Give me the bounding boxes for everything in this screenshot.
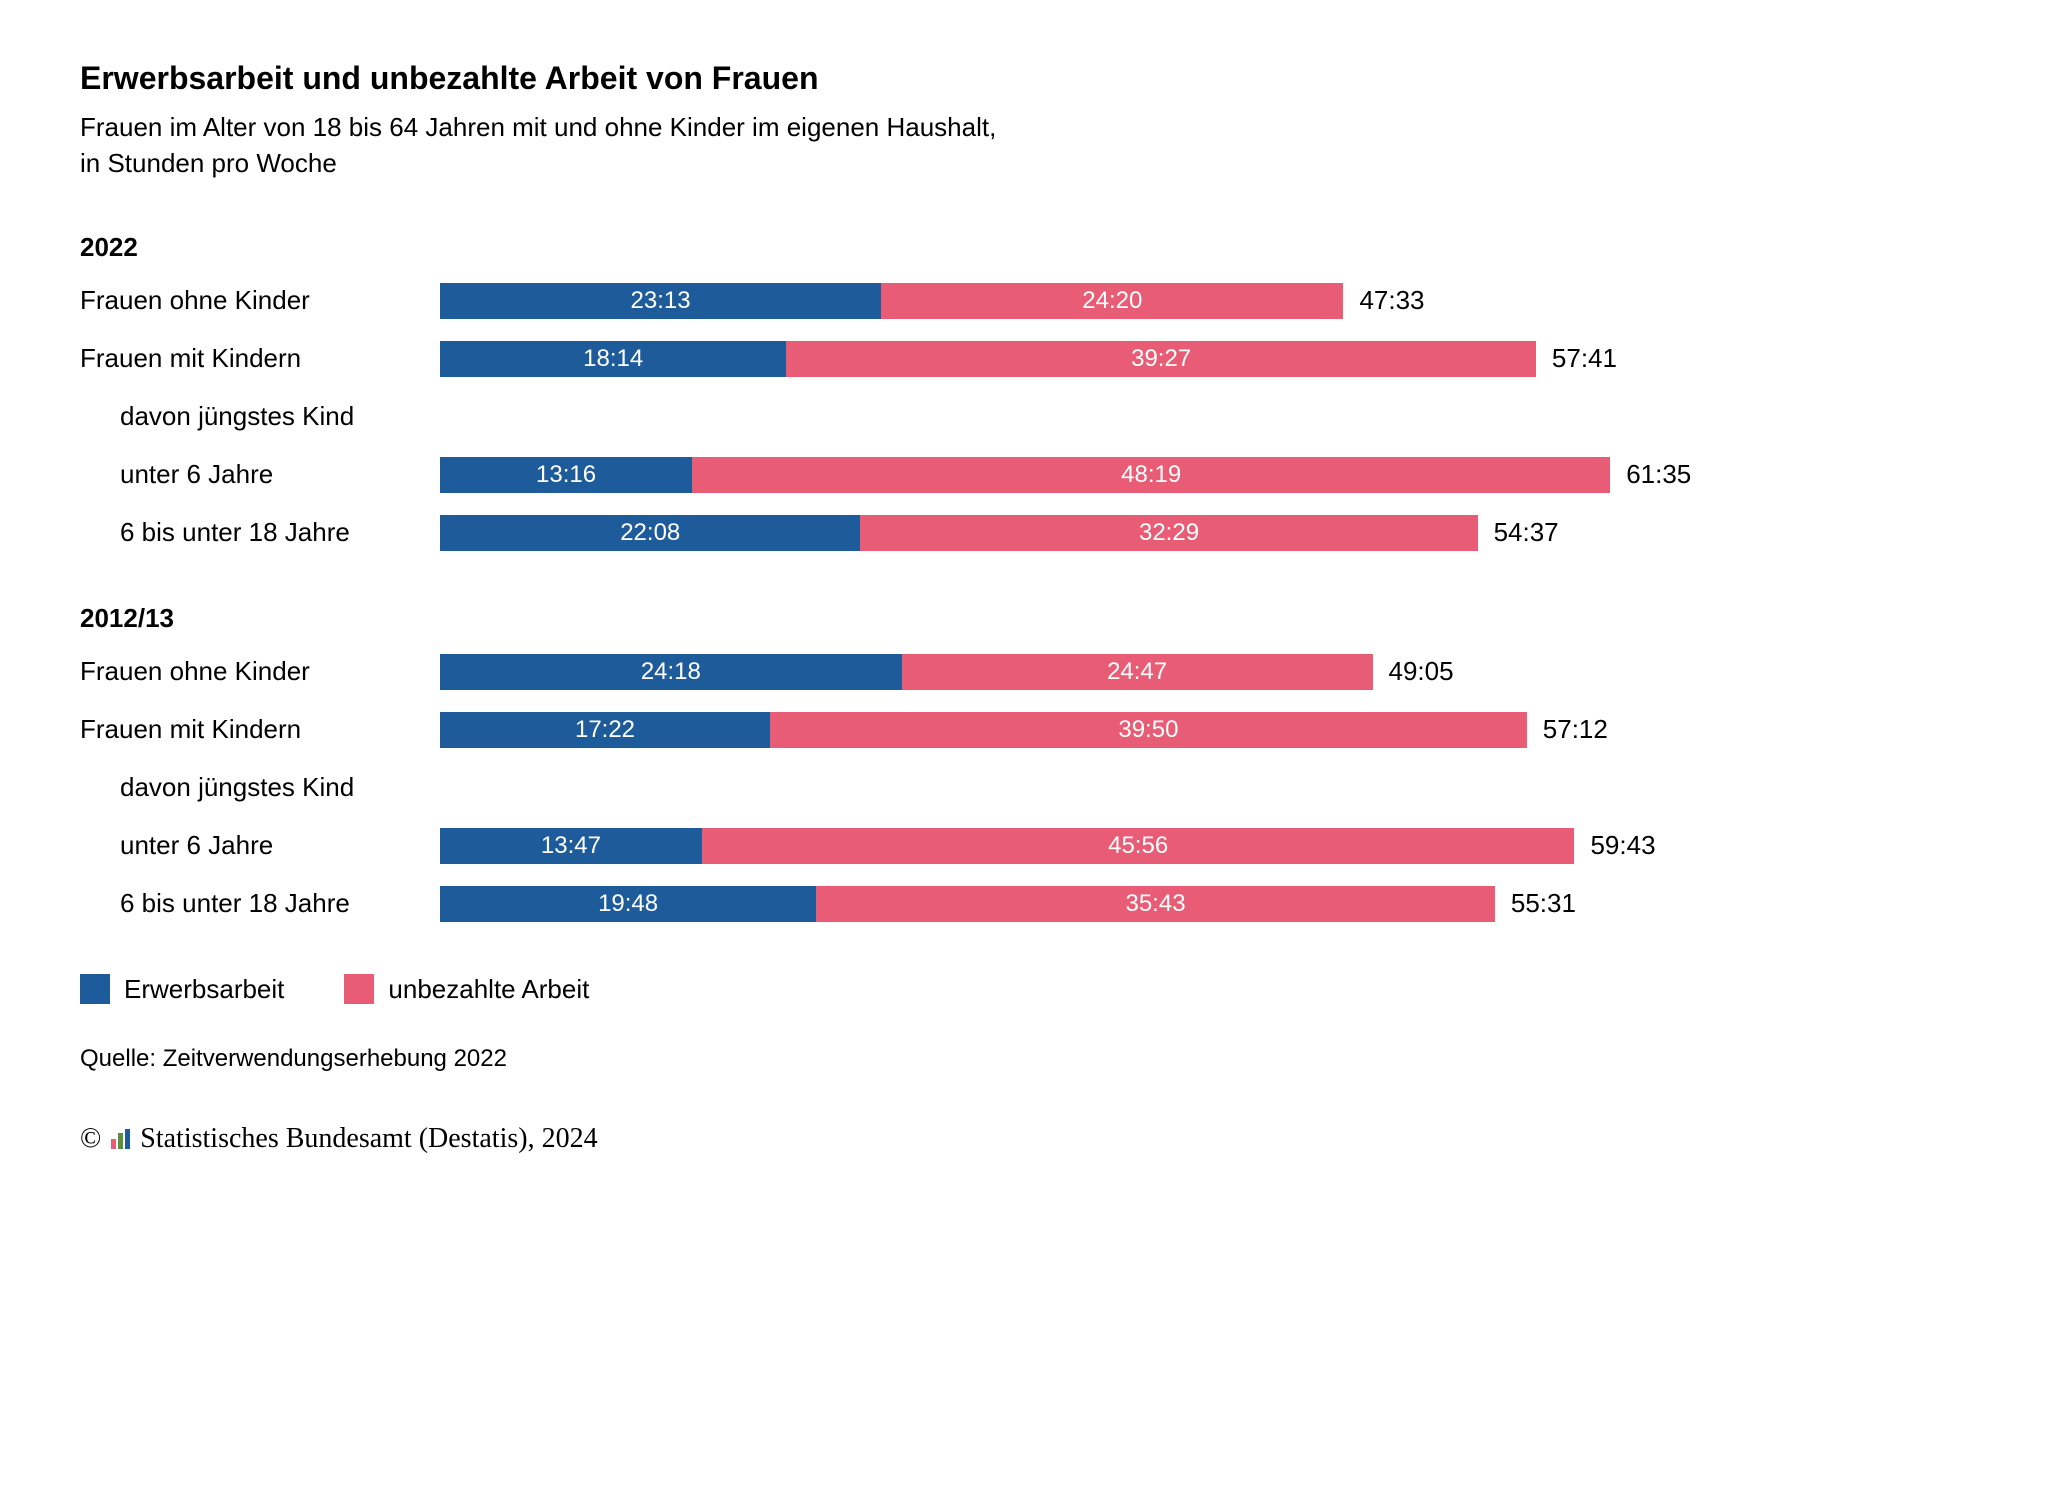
bar-value-paid: 24:18 bbox=[641, 658, 701, 686]
row-total: 47:33 bbox=[1359, 285, 1424, 316]
chart-row: unter 6 Jahre 13:16 48:19 61:35 bbox=[80, 455, 1968, 495]
chart-row: unter 6 Jahre 13:47 45:56 59:43 bbox=[80, 826, 1968, 866]
chart-subtitle: Frauen im Alter von 18 bis 64 Jahren mit… bbox=[80, 109, 1968, 182]
bar-area: 23:13 24:20 47:33 bbox=[440, 283, 1968, 319]
bar-segment-paid: 13:16 bbox=[440, 457, 692, 493]
bar-value-unpaid: 24:47 bbox=[1107, 658, 1167, 686]
subtitle-line-1: Frauen im Alter von 18 bis 64 Jahren mit… bbox=[80, 112, 996, 142]
footer: © Statistisches Bundesamt (Destatis), 20… bbox=[80, 1123, 1968, 1155]
legend-swatch-unpaid bbox=[344, 974, 374, 1004]
chart-row: Frauen ohne Kinder 23:13 24:20 47:33 bbox=[80, 281, 1968, 321]
year-block: 2012/13 Frauen ohne Kinder 24:18 24:47 49:05… bbox=[80, 603, 1968, 924]
bar-area: 19:48 35:43 55:31 bbox=[440, 886, 1968, 922]
row-label: Frauen ohne Kinder bbox=[80, 656, 440, 687]
bar-segment-unpaid: 35:43 bbox=[816, 886, 1495, 922]
bar-value-paid: 13:47 bbox=[541, 832, 601, 860]
row-subheading: davon jüngstes Kind bbox=[80, 772, 440, 803]
bar-segment-paid: 24:18 bbox=[440, 654, 902, 690]
row-total: 55:31 bbox=[1511, 888, 1576, 919]
chart-title: Erwerbsarbeit und unbezahlte Arbeit von … bbox=[80, 60, 1968, 97]
bar-value-unpaid: 35:43 bbox=[1125, 890, 1185, 918]
bar-segment-paid: 23:13 bbox=[440, 283, 881, 319]
year-label: 2022 bbox=[80, 232, 1968, 263]
source-line: Quelle: Zeitverwendungserhebung 2022 bbox=[80, 1045, 1968, 1073]
bar-area: 17:22 39:50 57:12 bbox=[440, 712, 1968, 748]
year-label: 2012/13 bbox=[80, 603, 1968, 634]
row-total: 49:05 bbox=[1389, 656, 1454, 687]
row-label: Frauen ohne Kinder bbox=[80, 285, 440, 316]
legend-label-unpaid: unbezahlte Arbeit bbox=[388, 974, 589, 1005]
chart-row: Frauen mit Kindern 17:22 39:50 57:12 bbox=[80, 710, 1968, 750]
legend-label-paid: Erwerbsarbeit bbox=[124, 974, 284, 1005]
row-label: Frauen mit Kindern bbox=[80, 343, 440, 374]
bar-segment-paid: 19:48 bbox=[440, 886, 816, 922]
footer-org: Statistisches Bundesamt (Destatis), 2024 bbox=[140, 1123, 597, 1155]
bar-value-unpaid: 39:27 bbox=[1131, 345, 1191, 373]
row-total: 61:35 bbox=[1626, 459, 1691, 490]
destatis-logo-icon bbox=[111, 1129, 130, 1149]
legend-swatch-paid bbox=[80, 974, 110, 1004]
bar-area: 24:18 24:47 49:05 bbox=[440, 654, 1968, 690]
row-label: Frauen mit Kindern bbox=[80, 714, 440, 745]
bar-value-unpaid: 45:56 bbox=[1108, 832, 1168, 860]
chart-row: 6 bis unter 18 Jahre 22:08 32:29 54:37 bbox=[80, 513, 1968, 553]
row-total: 54:37 bbox=[1494, 517, 1559, 548]
legend: Erwerbsarbeit unbezahlte Arbeit bbox=[80, 974, 1968, 1005]
row-total: 59:43 bbox=[1590, 830, 1655, 861]
bar-area: 13:16 48:19 61:35 bbox=[440, 457, 1968, 493]
bar-value-unpaid: 32:29 bbox=[1139, 519, 1199, 547]
subtitle-line-2: in Stunden pro Woche bbox=[80, 148, 337, 178]
row-total: 57:12 bbox=[1543, 714, 1608, 745]
chart-row: Frauen mit Kindern 18:14 39:27 57:41 bbox=[80, 339, 1968, 379]
bar-segment-paid: 13:47 bbox=[440, 828, 702, 864]
chart-row: Frauen ohne Kinder 24:18 24:47 49:05 bbox=[80, 652, 1968, 692]
bar-segment-unpaid: 48:19 bbox=[692, 457, 1610, 493]
bar-segment-unpaid: 39:27 bbox=[786, 341, 1536, 377]
chart-container: 2022Frauen ohne Kinder23:1324:2047:33Fra… bbox=[80, 232, 1968, 924]
bar-value-unpaid: 24:20 bbox=[1082, 287, 1142, 315]
bar-area: 13:47 45:56 59:43 bbox=[440, 828, 1968, 864]
bar-value-unpaid: 39:50 bbox=[1118, 716, 1178, 744]
copyright-symbol: © bbox=[80, 1123, 101, 1155]
bar-segment-unpaid: 39:50 bbox=[770, 712, 1527, 748]
bar-segment-paid: 22:08 bbox=[440, 515, 860, 551]
bar-value-paid: 23:13 bbox=[631, 287, 691, 315]
row-label: unter 6 Jahre bbox=[80, 830, 440, 861]
row-total: 57:41 bbox=[1552, 343, 1617, 374]
bar-value-paid: 13:16 bbox=[536, 461, 596, 489]
legend-item-unpaid: unbezahlte Arbeit bbox=[344, 974, 589, 1005]
row-label: 6 bis unter 18 Jahre bbox=[80, 888, 440, 919]
bar-area: 22:08 32:29 54:37 bbox=[440, 515, 1968, 551]
bar-segment-unpaid: 32:29 bbox=[860, 515, 1477, 551]
bar-segment-paid: 17:22 bbox=[440, 712, 770, 748]
row-label: 6 bis unter 18 Jahre bbox=[80, 517, 440, 548]
chart-row: davon jüngstes Kind bbox=[80, 397, 1968, 437]
row-subheading: davon jüngstes Kind bbox=[80, 401, 440, 432]
bar-segment-paid: 18:14 bbox=[440, 341, 786, 377]
row-label: unter 6 Jahre bbox=[80, 459, 440, 490]
bar-segment-unpaid: 24:47 bbox=[902, 654, 1373, 690]
bar-segment-unpaid: 45:56 bbox=[702, 828, 1575, 864]
bar-value-paid: 19:48 bbox=[598, 890, 658, 918]
bar-area: 18:14 39:27 57:41 bbox=[440, 341, 1968, 377]
legend-item-paid: Erwerbsarbeit bbox=[80, 974, 284, 1005]
chart-row: 6 bis unter 18 Jahre 19:48 35:43 55:31 bbox=[80, 884, 1968, 924]
year-block: 2022Frauen ohne Kinder23:1324:2047:33Fra… bbox=[80, 232, 1968, 553]
bar-value-unpaid: 48:19 bbox=[1121, 461, 1181, 489]
bar-value-paid: 17:22 bbox=[575, 716, 635, 744]
chart-row: davon jüngstes Kind bbox=[80, 768, 1968, 808]
bar-segment-unpaid: 24:20 bbox=[881, 283, 1343, 319]
bar-value-paid: 18:14 bbox=[583, 345, 643, 373]
bar-value-paid: 22:08 bbox=[620, 519, 680, 547]
